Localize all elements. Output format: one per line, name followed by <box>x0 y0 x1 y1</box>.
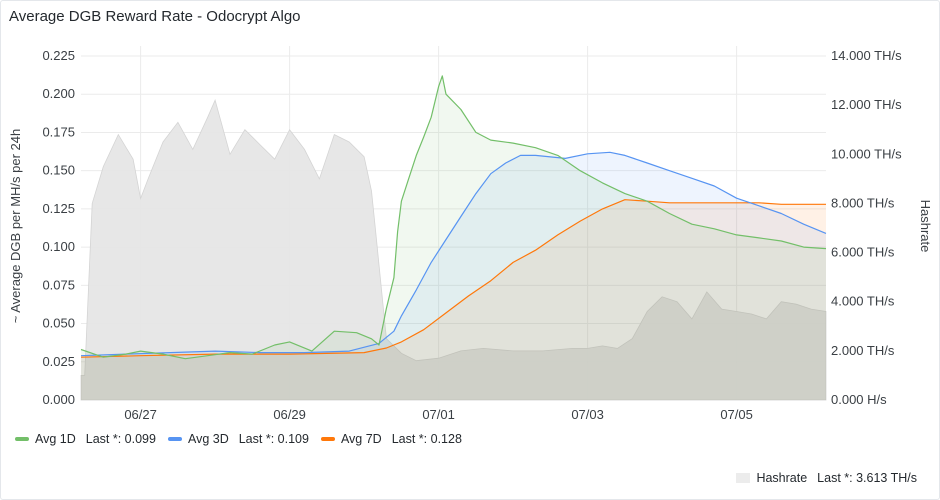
y-tick-label: 0.225 <box>42 48 75 63</box>
series-line-avg1d <box>80 75 827 360</box>
legend-last-avg-1d: Last *: 0.099 <box>85 432 156 446</box>
legend-item-avg-1d[interactable]: Avg 1D Last *: 0.099 <box>15 432 156 446</box>
y-tick-label: 0.175 <box>42 124 75 139</box>
legend-swatch-avg-3d <box>167 437 182 441</box>
x-tick-label: 07/05 <box>720 407 753 422</box>
right-axis-ticks: 0.000 H/s 2.000 TH/s 4.000 TH/s 6.000 TH/s 8… <box>831 48 902 407</box>
y2-tick-label: 8.000 TH/s <box>831 195 895 210</box>
y-tick-label: 0.125 <box>42 201 75 216</box>
legend-item-avg-3d[interactable]: Avg 3D Last *: 0.109 <box>167 432 309 446</box>
y2-tick-label: 10.000 TH/s <box>831 146 902 161</box>
legend-swatch-hashrate <box>736 473 751 483</box>
series-fill-avg7d <box>81 199 826 400</box>
series-line-avg3d <box>80 151 827 357</box>
x-tick-label: 07/03 <box>571 407 604 422</box>
y2-tick-label: 14.000 TH/s <box>831 48 902 63</box>
legend-label-hashrate: Hashrate <box>756 471 808 485</box>
y2-tick-label: 4.000 TH/s <box>831 294 895 309</box>
y2-tick-label: 6.000 TH/s <box>831 245 895 260</box>
legend-last-avg-3d: Last *: 0.109 <box>238 432 309 446</box>
x-tick-label: 06/29 <box>273 407 306 422</box>
y2-tick-label: 0.000 H/s <box>831 392 887 407</box>
right-axis-title: Hashrate <box>918 200 933 253</box>
x-tick-label: 06/27 <box>124 407 157 422</box>
legend-label-avg-1d: Avg 1D <box>35 432 76 446</box>
legend-bottom: Avg 1D Last *: 0.099 Avg 3D Last *: 0.10… <box>15 432 462 446</box>
series-lines <box>80 75 827 360</box>
y-tick-label: 0.000 <box>42 392 75 407</box>
y-tick-label: 0.050 <box>42 316 75 331</box>
y-tick-label: 0.100 <box>42 239 75 254</box>
legend-last-avg-7d: Last *: 0.128 <box>391 432 462 446</box>
y-tick-label: 0.200 <box>42 86 75 101</box>
series-line-avg7d <box>80 199 826 358</box>
y-tick-label: 0.025 <box>42 354 75 369</box>
x-tick-label: 07/01 <box>422 407 455 422</box>
legend-label-avg-7d: Avg 7D <box>340 432 382 446</box>
y2-tick-label: 2.000 TH/s <box>831 343 895 358</box>
x-axis-ticks: 06/27 06/29 07/01 07/03 07/05 <box>124 407 753 422</box>
legend-item-avg-7d[interactable]: Avg 7D Last *: 0.128 <box>320 432 462 446</box>
legend-swatch-avg-7d <box>320 437 335 441</box>
legend-item-hashrate[interactable]: Hashrate Last *: 3.613 TH/s <box>736 471 917 485</box>
series-fill-avg3d <box>81 152 826 400</box>
y-tick-label: 0.075 <box>42 277 75 292</box>
left-axis-title: ~ Average DGB per MH/s per 24h <box>8 129 23 324</box>
y-tick-label: 0.150 <box>42 163 75 178</box>
hashrate-area <box>80 99 827 401</box>
series-fill-avg1d <box>81 75 826 401</box>
left-axis-ticks: 0.000 0.025 0.050 0.075 0.100 0.125 0.150 0.175… <box>42 48 75 407</box>
series-fills <box>81 75 826 401</box>
legend-swatch-avg-1d <box>15 437 29 441</box>
y2-tick-label: 12.000 TH/s <box>831 97 902 112</box>
hashrate-area-path <box>80 99 827 401</box>
legend-label-avg-3d: Avg 3D <box>187 432 229 446</box>
panel-title[interactable]: Average DGB Reward Rate - Odocrypt Algo <box>9 8 301 25</box>
legend-last-hashrate: Last *: 3.613 TH/s <box>817 471 917 485</box>
